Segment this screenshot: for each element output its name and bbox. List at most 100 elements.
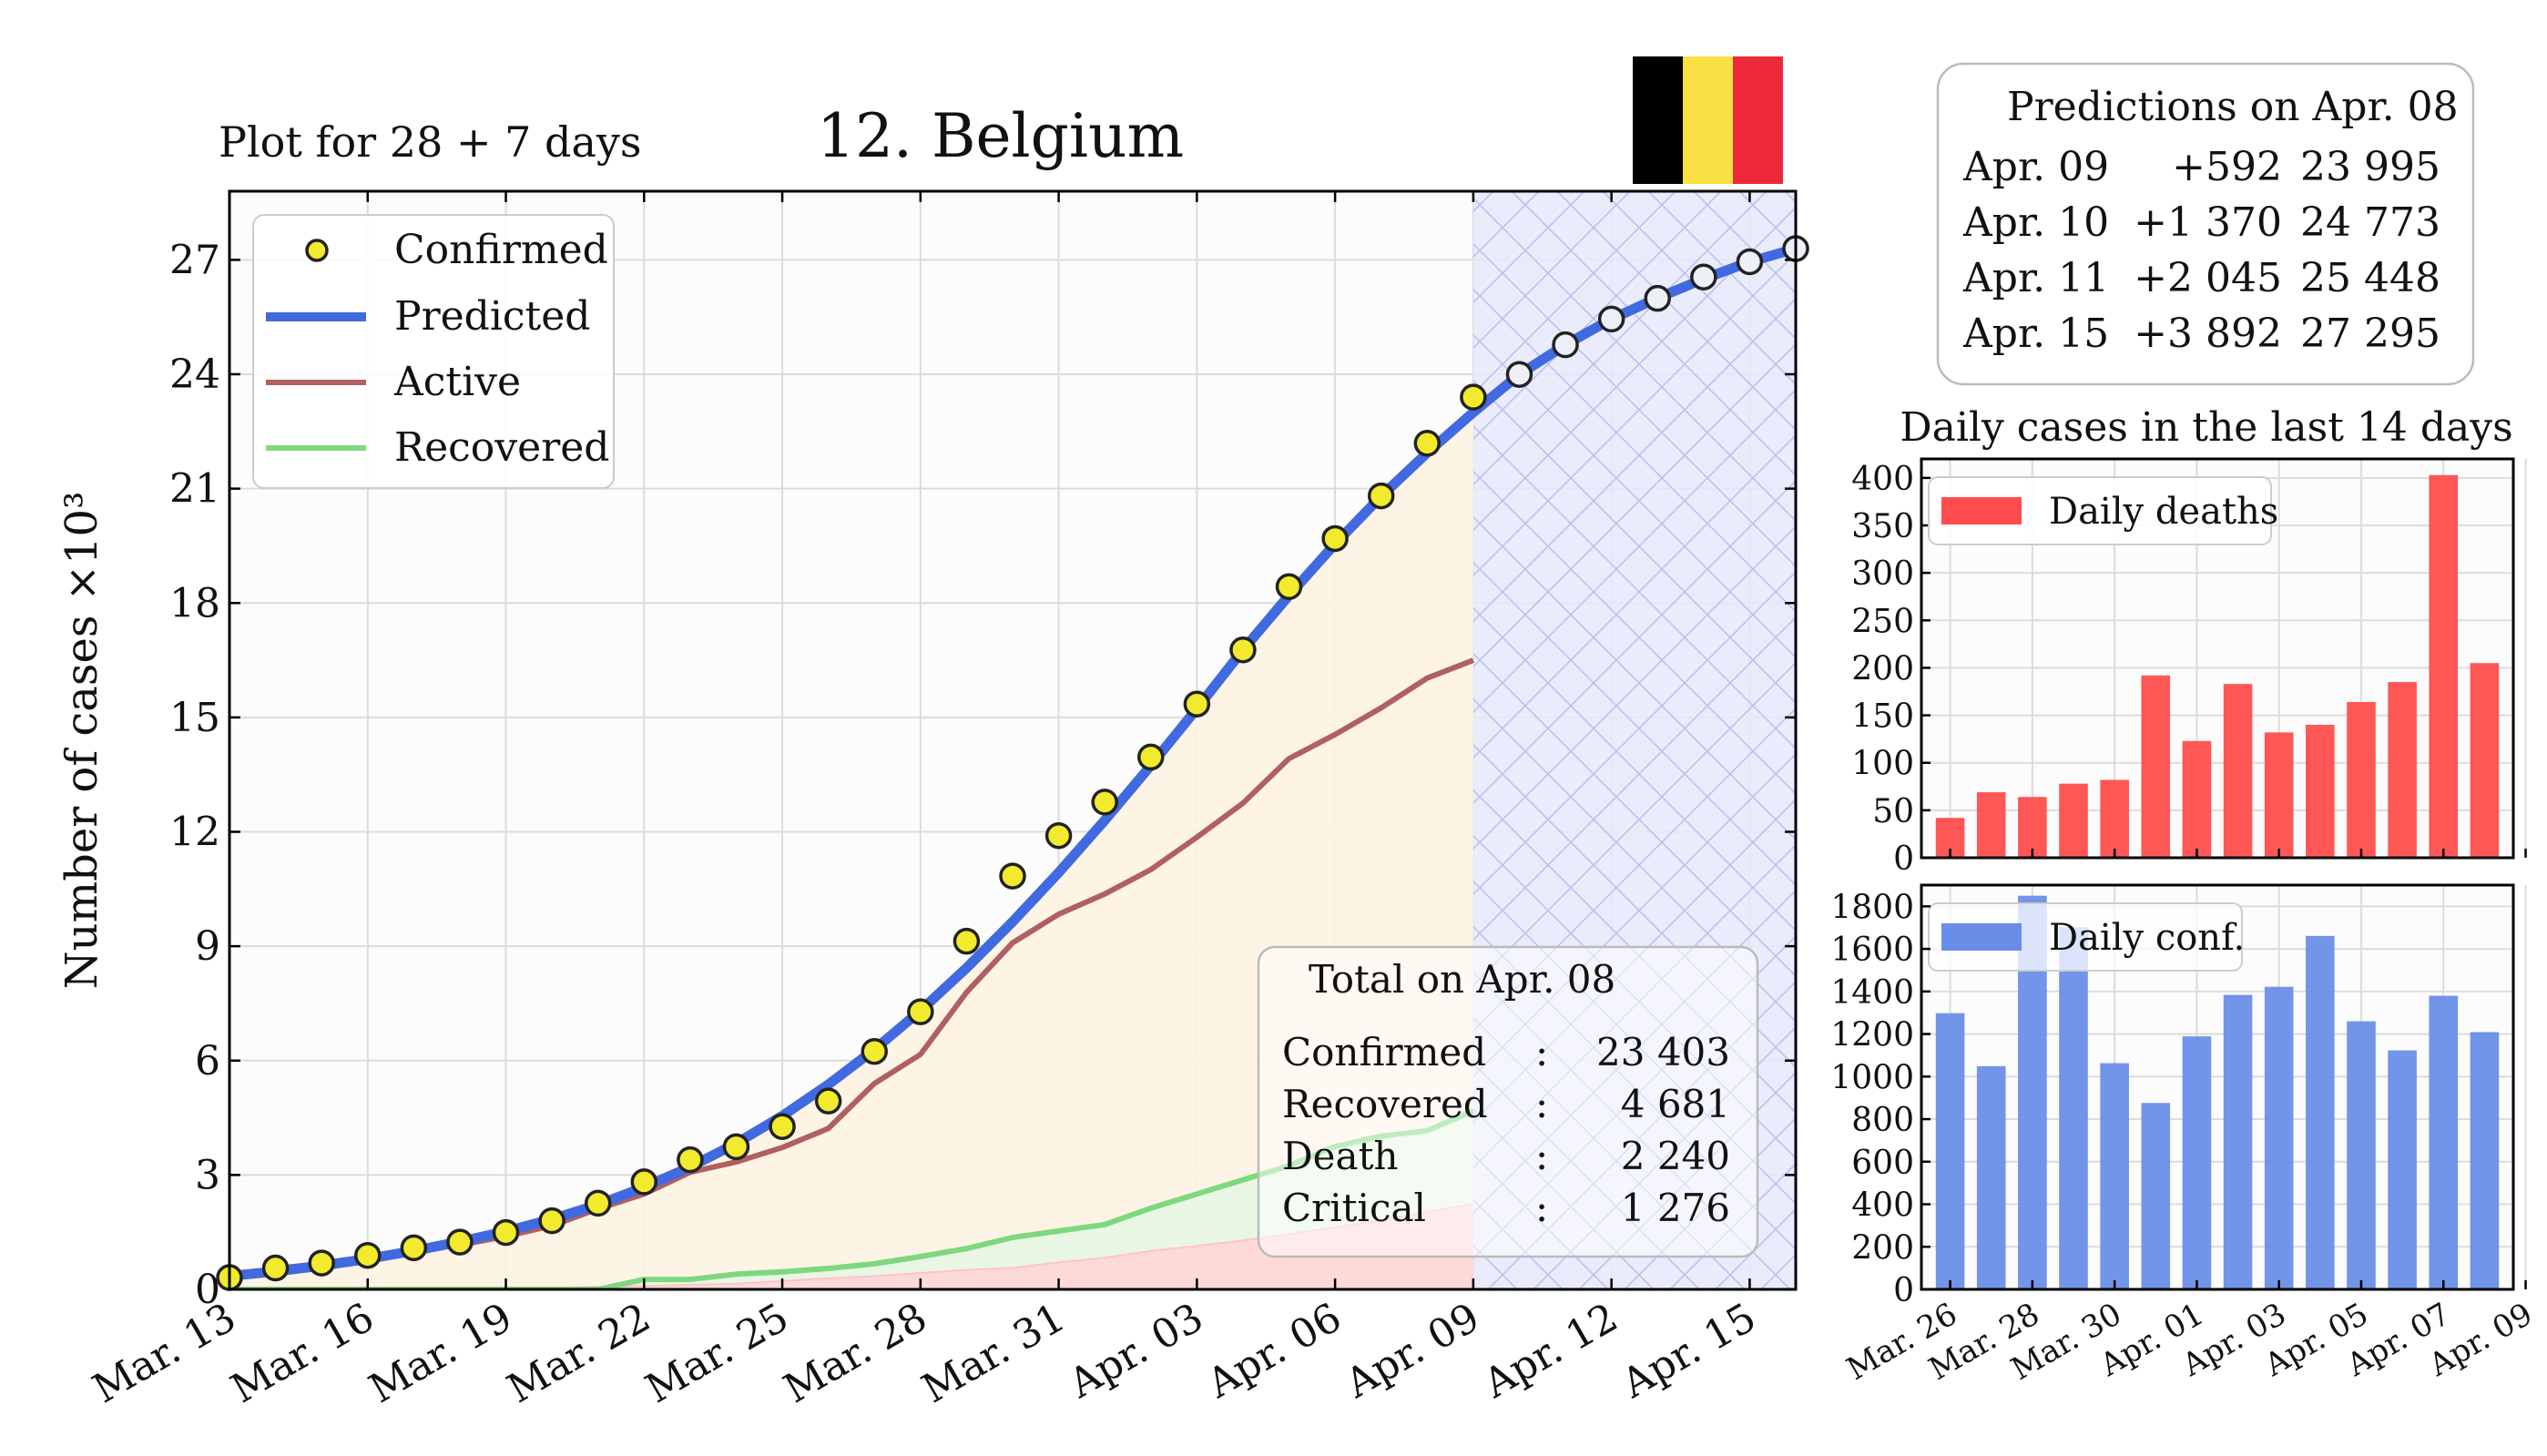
bar bbox=[2347, 701, 2376, 858]
confirmed-point bbox=[953, 927, 981, 955]
prediction-row-4-delta: +3 892 bbox=[2134, 311, 2282, 357]
deaths-legend: Daily deaths bbox=[1928, 476, 2278, 545]
bar-y-tick-label: 800 bbox=[1851, 1102, 1914, 1139]
bar-y-tick-label: 600 bbox=[1851, 1145, 1914, 1182]
totals-title: Total on Apr. 08 bbox=[1309, 957, 1615, 1002]
bar bbox=[2347, 1021, 2376, 1289]
daily-deaths-chart: 0 50 100 150 200 250 300 350 400 Daily deaths bbox=[1851, 457, 2527, 878]
bar bbox=[2182, 740, 2212, 858]
deaths-legend-label: Daily deaths bbox=[2049, 491, 2278, 533]
legend-frame bbox=[252, 214, 615, 489]
confirmed-point bbox=[538, 1207, 565, 1235]
main-y-tick-label: 12 bbox=[169, 809, 220, 856]
predicted-point bbox=[1690, 263, 1717, 290]
main-x-tick-label: Mar. 28 bbox=[776, 1294, 934, 1412]
bar bbox=[2100, 1063, 2129, 1289]
totals-box: Total on Apr. 08 Confirmed : 23 403 Reco… bbox=[1257, 945, 1759, 1258]
main-y-tick-label: 15 bbox=[169, 695, 220, 741]
flag-stripe-red bbox=[1733, 56, 1783, 184]
main-y-tick-label: 3 bbox=[195, 1152, 220, 1198]
prediction-row-1-delta: +592 bbox=[2172, 144, 2282, 190]
conf-legend: Daily conf. bbox=[1928, 902, 2245, 972]
confirmed-point bbox=[1413, 430, 1442, 457]
legend-active-label: Active bbox=[393, 359, 521, 405]
predictions-title: Predictions on Apr. 08 bbox=[2007, 84, 2459, 130]
predictions-box: Predictions on Apr. 08 Apr. 09 +592 23 9… bbox=[1936, 62, 2475, 386]
bar-y-tick-label: 250 bbox=[1851, 603, 1914, 640]
confirmed-point bbox=[492, 1218, 520, 1247]
bar-y-tick-label: 200 bbox=[1851, 1229, 1914, 1267]
prediction-row-3-total: 25 448 bbox=[2300, 255, 2440, 301]
confirmed-point bbox=[446, 1228, 474, 1256]
bar-y-tick-label: 100 bbox=[1851, 746, 1914, 783]
confirmed-point bbox=[861, 1037, 888, 1065]
bar-y-tick-label: 0 bbox=[1893, 1272, 1914, 1309]
bar-y-tick-label: 300 bbox=[1851, 555, 1914, 593]
totals-recovered-label: Recovered bbox=[1282, 1082, 1488, 1126]
main-x-tick-label: Mar. 13 bbox=[86, 1294, 244, 1412]
totals-critical-label: Critical bbox=[1282, 1186, 1426, 1230]
totals-critical-sep: : bbox=[1535, 1186, 1548, 1230]
prediction-row-4-date: Apr. 15 bbox=[1962, 311, 2109, 357]
bar bbox=[1976, 792, 2006, 858]
prediction-row-3-delta: +2 045 bbox=[2134, 255, 2282, 301]
main-legend: Confirmed Predicted Active Recovered bbox=[252, 214, 615, 489]
bar bbox=[2388, 1050, 2417, 1289]
y-axis-label: Number of cases ×10³ bbox=[56, 492, 107, 990]
conf-legend-swatch bbox=[1941, 923, 2022, 951]
bar bbox=[2059, 783, 2088, 858]
main-x-tick-label: Mar. 25 bbox=[638, 1294, 797, 1412]
confirmed-point bbox=[769, 1113, 796, 1140]
bar bbox=[2429, 474, 2459, 858]
deaths-plot-frame bbox=[1920, 457, 2515, 860]
main-x-tick-label: Apr. 03 bbox=[1061, 1294, 1211, 1408]
flag-stripe-yellow bbox=[1683, 56, 1733, 184]
confirmed-area-fill bbox=[229, 412, 1473, 1289]
confirmed-point bbox=[814, 1087, 842, 1115]
flag-stripe-black bbox=[1633, 56, 1683, 184]
main-y-tick-label: 0 bbox=[195, 1267, 220, 1313]
main-y-tick-label: 6 bbox=[195, 1038, 220, 1084]
legend-confirmed-label: Confirmed bbox=[394, 227, 608, 273]
bar-y-tick-label: 150 bbox=[1851, 698, 1914, 736]
main-y-tick-label: 24 bbox=[169, 351, 220, 398]
bar bbox=[2223, 684, 2253, 858]
confirmed-point bbox=[1275, 573, 1303, 600]
confirmed-point bbox=[1091, 789, 1118, 816]
prediction-row-2-delta: +1 370 bbox=[2134, 199, 2282, 246]
bar bbox=[2388, 682, 2417, 858]
confirmed-point bbox=[400, 1234, 428, 1262]
predicted-point bbox=[1736, 248, 1764, 276]
prediction-row-3-date: Apr. 11 bbox=[1962, 255, 2109, 301]
confirmed-point bbox=[630, 1168, 658, 1196]
totals-death-value: 2 240 bbox=[1621, 1134, 1730, 1178]
bar-y-tick-label: 200 bbox=[1851, 650, 1914, 687]
bar bbox=[2059, 927, 2088, 1289]
legend-predicted-label: Predicted bbox=[394, 293, 590, 340]
totals-death-sep: : bbox=[1535, 1134, 1548, 1178]
totals-confirmed-value: 23 403 bbox=[1596, 1030, 1730, 1074]
belgium-flag bbox=[1633, 56, 1783, 184]
conf-bars bbox=[1935, 895, 2500, 1289]
totals-recovered-value: 4 681 bbox=[1621, 1082, 1730, 1126]
bar bbox=[2100, 779, 2129, 858]
confirmed-point bbox=[677, 1145, 704, 1174]
chart-title: 12. Belgium bbox=[817, 101, 1184, 171]
death-area-fill bbox=[229, 1204, 1473, 1289]
main-x-tick-label: Mar. 16 bbox=[223, 1294, 382, 1412]
bar bbox=[2470, 663, 2500, 858]
bar bbox=[2141, 675, 2171, 858]
main-y-tick-label: 27 bbox=[169, 237, 220, 283]
main-y-tick-label: 21 bbox=[169, 466, 220, 513]
deaths-legend-swatch bbox=[1941, 497, 2022, 524]
bar bbox=[2264, 732, 2294, 858]
confirmed-point bbox=[354, 1241, 382, 1269]
prediction-row-1-date: Apr. 09 bbox=[1962, 144, 2109, 190]
legend-recovered-label: Recovered bbox=[394, 424, 609, 471]
bar-y-tick-label: 1800 bbox=[1830, 889, 1914, 926]
prediction-row-2-total: 24 773 bbox=[2300, 199, 2440, 246]
bar bbox=[2182, 1036, 2212, 1289]
confirmed-point bbox=[1460, 383, 1487, 411]
bar bbox=[2306, 725, 2335, 858]
confirmed-point bbox=[1367, 482, 1395, 510]
